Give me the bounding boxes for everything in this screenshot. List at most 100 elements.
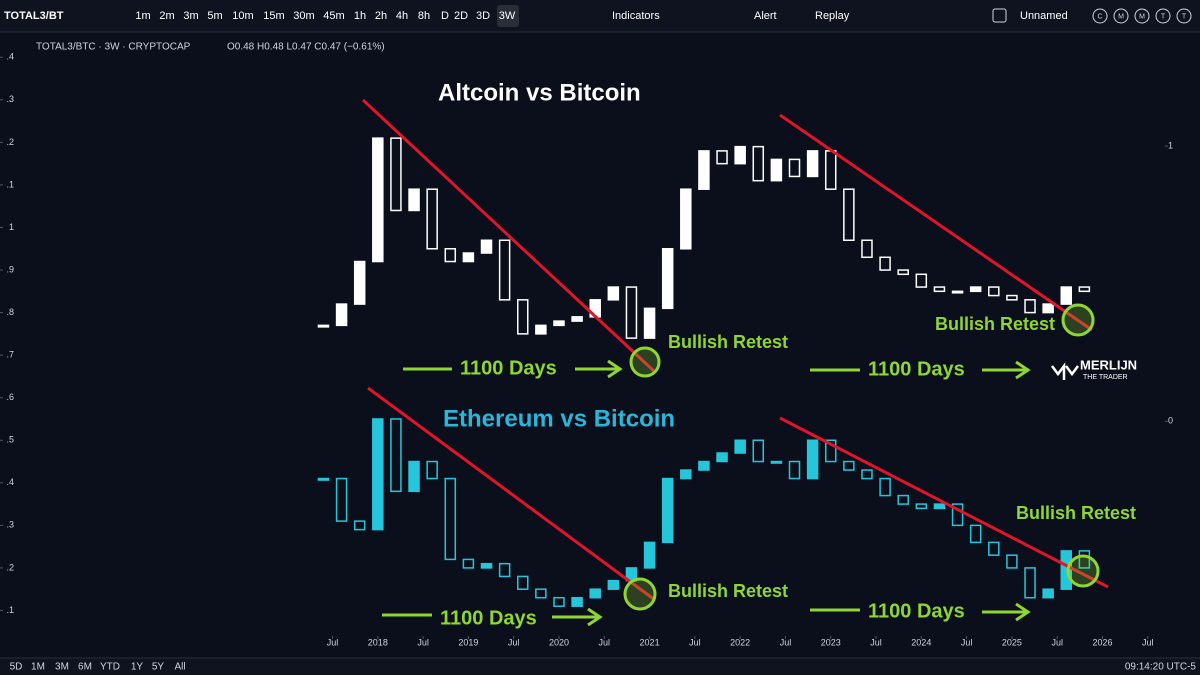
interval-button[interactable]: 5m: [207, 10, 222, 22]
x-tick-label: Jul: [1051, 637, 1063, 647]
plot: .4 .3 .2 .1 1 .9 .8 .7 .6 .5 .4 .3 .2 .1 1 0 Jul 2018 Jul 2…: [0, 52, 1173, 647]
candle: [335, 303, 348, 327]
candle: [553, 320, 565, 327]
trendline: [367, 386, 656, 602]
interval-button[interactable]: 3W: [499, 10, 516, 22]
interval-button[interactable]: 10m: [232, 10, 253, 22]
interval-button[interactable]: 8h: [418, 10, 430, 22]
interval-button[interactable]: 15m: [263, 10, 284, 22]
candle: [951, 503, 964, 527]
annotation: Bullish Retest: [668, 581, 788, 601]
candle: [933, 286, 946, 293]
interval-button[interactable]: 3m: [183, 10, 198, 22]
candle: [843, 460, 855, 471]
candle: [951, 290, 964, 294]
interval-button[interactable]: D: [441, 10, 449, 22]
candle: [734, 439, 746, 454]
watermark-logo: [1051, 362, 1079, 380]
x-tick-label: 2018: [368, 637, 388, 647]
badge[interactable]: C: [1097, 13, 1102, 20]
candle: [462, 252, 475, 263]
candle: [806, 439, 819, 480]
x-tick-label: Jul: [599, 637, 611, 647]
alert-button[interactable]: Alert: [754, 10, 777, 22]
candle: [462, 558, 475, 569]
candle: [824, 439, 837, 463]
y-tick-label: .4: [6, 477, 14, 487]
watermark-tagline: THE TRADER: [1083, 374, 1128, 381]
bottom-toolbar: [0, 658, 1200, 675]
x-tick-label: Jul: [961, 637, 973, 647]
y-tick-label: .4: [6, 52, 14, 62]
interval-button[interactable]: 30m: [293, 10, 314, 22]
replay-button[interactable]: Replay: [815, 10, 850, 22]
legend-symbol: TOTAL3/BTC · 3W · CRYPTOCAP: [36, 42, 191, 53]
range-button[interactable]: YTD: [100, 662, 120, 673]
candle: [806, 150, 819, 178]
interval-button[interactable]: 4h: [396, 10, 408, 22]
annotation: 1100 Days: [460, 357, 557, 379]
range-button[interactable]: 5Y: [152, 662, 165, 673]
candle: [716, 150, 728, 165]
x-tick-label: Jul: [417, 637, 429, 647]
trendline: [779, 416, 1109, 589]
candle: [444, 477, 457, 561]
badge[interactable]: T: [1182, 13, 1187, 20]
candle: [1024, 567, 1036, 599]
candle: [861, 469, 873, 480]
x-tick-label: 2026: [1092, 637, 1112, 647]
range-button[interactable]: 5D: [10, 662, 23, 673]
y-tick-label: .2: [6, 137, 14, 147]
candle: [716, 452, 728, 463]
candle: [661, 248, 674, 310]
candle: [734, 145, 746, 165]
range-button[interactable]: 1M: [31, 662, 45, 673]
badge-circle: [1113, 8, 1129, 24]
candle: [643, 541, 656, 569]
interval-button[interactable]: 45m: [323, 10, 344, 22]
candle: [571, 596, 583, 607]
interval-button[interactable]: 2h: [375, 10, 387, 22]
badge-circle: [1176, 8, 1192, 24]
x-tick-label: Jul: [689, 637, 701, 647]
interval-button[interactable]: 3D: [476, 10, 490, 22]
range-button[interactable]: 6M: [78, 662, 92, 673]
candle: [480, 562, 493, 569]
interval-button[interactable]: 1h: [354, 10, 366, 22]
range-button[interactable]: All: [174, 662, 185, 673]
range-button[interactable]: 1Y: [131, 662, 144, 673]
layout-button[interactable]: Unnamed: [1020, 10, 1068, 22]
interval-button[interactable]: 2D: [454, 10, 468, 22]
range-button[interactable]: 3M: [55, 662, 69, 673]
annotation: 1100 Days: [440, 607, 537, 629]
trendline: [779, 113, 1093, 332]
candle: [788, 460, 801, 480]
candle: [589, 588, 601, 599]
candle: [879, 256, 891, 271]
retest-circle: [623, 577, 657, 611]
candle: [915, 503, 928, 510]
annotation: Bullish Retest: [1016, 503, 1136, 523]
x-tick-label: 2022: [730, 637, 750, 647]
symbol-button[interactable]: TOTAL3/BT: [4, 10, 64, 22]
interval-button[interactable]: 1m: [135, 10, 150, 22]
candle: [372, 418, 384, 531]
x-tick-label: Jul: [780, 637, 792, 647]
y-tick-label: .7: [6, 350, 14, 360]
candle: [498, 562, 511, 578]
interval-button[interactable]: 2m: [159, 10, 174, 22]
candle: [698, 150, 710, 190]
y-tick-label: .8: [6, 307, 14, 317]
active-interval-bg: [497, 5, 519, 27]
y-tick-label: .3: [6, 94, 14, 104]
badge[interactable]: T: [1161, 13, 1166, 20]
candle: [317, 477, 330, 481]
candle: [625, 286, 638, 339]
indicators-button[interactable]: Indicators: [612, 10, 660, 22]
panel-title: Ethereum vs Bitcoin: [443, 405, 675, 432]
candle: [933, 503, 946, 510]
badge[interactable]: M: [1139, 13, 1145, 20]
badge[interactable]: M: [1118, 13, 1124, 20]
